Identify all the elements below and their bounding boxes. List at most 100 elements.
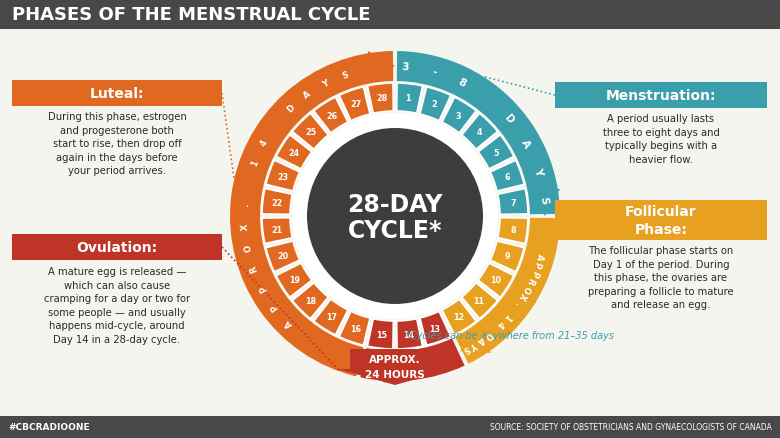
Text: D: D <box>502 113 516 126</box>
Text: Y: Y <box>321 78 331 89</box>
Circle shape <box>292 114 498 319</box>
FancyBboxPatch shape <box>0 0 780 30</box>
Text: O: O <box>521 283 532 293</box>
Text: *Cycles can be anywhere from 21–35 days: *Cycles can be anywhere from 21–35 days <box>406 330 615 340</box>
Text: S: S <box>539 195 549 204</box>
Text: O: O <box>243 243 254 252</box>
Text: 13: 13 <box>429 324 440 333</box>
Text: S: S <box>341 70 349 81</box>
Text: 3: 3 <box>456 112 461 120</box>
Text: R: R <box>249 264 260 273</box>
Text: R: R <box>525 276 536 286</box>
Wedge shape <box>420 311 451 346</box>
Text: 25: 25 <box>305 128 317 137</box>
Text: A: A <box>534 252 544 261</box>
Text: 24 HOURS: 24 HOURS <box>365 369 425 379</box>
Text: 19: 19 <box>289 275 300 284</box>
Text: 1: 1 <box>250 158 261 167</box>
Text: 14: 14 <box>402 330 414 339</box>
Circle shape <box>307 129 483 304</box>
Text: 23: 23 <box>277 173 289 182</box>
Text: During this phase, estrogen
and progesterone both
start to rise, then drop off
a: During this phase, estrogen and progeste… <box>48 112 186 176</box>
Text: 20: 20 <box>277 251 289 260</box>
Wedge shape <box>462 114 498 150</box>
Text: 27: 27 <box>350 100 361 109</box>
Text: 26: 26 <box>326 112 337 120</box>
Text: 28: 28 <box>376 94 388 103</box>
Text: #CBCRADIOONE: #CBCRADIOONE <box>8 423 90 431</box>
Text: D: D <box>482 328 493 340</box>
Text: P: P <box>532 260 542 269</box>
Text: 8: 8 <box>510 225 516 234</box>
Wedge shape <box>478 135 514 170</box>
Wedge shape <box>478 263 514 297</box>
Text: Menstruation:: Menstruation: <box>606 89 716 103</box>
Text: The follicular phase starts on
Day 1 of the period. During
this phase, the ovari: The follicular phase starts on Day 1 of … <box>588 245 734 310</box>
Wedge shape <box>292 283 328 319</box>
Text: D: D <box>285 103 296 115</box>
Text: 2: 2 <box>431 100 437 109</box>
FancyBboxPatch shape <box>12 81 222 107</box>
Text: P: P <box>257 283 268 293</box>
Text: S: S <box>461 343 471 353</box>
Wedge shape <box>442 300 477 335</box>
Wedge shape <box>276 263 312 297</box>
Text: A: A <box>302 90 313 101</box>
Text: X: X <box>516 290 528 301</box>
Wedge shape <box>266 241 300 272</box>
Polygon shape <box>368 52 395 82</box>
Wedge shape <box>339 88 370 121</box>
Text: A mature egg is released —
which can also cause
cramping for a day or two for
so: A mature egg is released — which can als… <box>44 266 190 344</box>
Wedge shape <box>397 52 560 215</box>
Text: 17: 17 <box>326 313 337 321</box>
Wedge shape <box>498 189 528 215</box>
Wedge shape <box>397 84 423 114</box>
Wedge shape <box>292 114 328 150</box>
Text: Follicular
Phase:: Follicular Phase: <box>626 205 697 236</box>
Polygon shape <box>338 349 452 385</box>
Text: Ovulation:: Ovulation: <box>76 240 158 254</box>
Text: Luteal:: Luteal: <box>90 87 144 101</box>
FancyBboxPatch shape <box>555 201 767 240</box>
Text: 11: 11 <box>473 296 484 305</box>
Text: A: A <box>476 334 486 345</box>
Wedge shape <box>314 300 348 335</box>
Polygon shape <box>362 354 392 383</box>
Text: PHASES OF THE MENSTRUAL CYCLE: PHASES OF THE MENSTRUAL CYCLE <box>12 6 370 24</box>
Text: .: . <box>241 202 250 206</box>
Text: A: A <box>519 138 532 149</box>
Wedge shape <box>420 88 451 121</box>
Text: 21: 21 <box>271 225 282 234</box>
Text: A: A <box>283 317 294 328</box>
Text: 9: 9 <box>505 251 510 260</box>
Wedge shape <box>462 283 498 319</box>
Wedge shape <box>367 84 393 114</box>
Text: Y: Y <box>469 339 478 350</box>
Text: 7: 7 <box>510 199 516 208</box>
Text: 6: 6 <box>505 173 510 182</box>
Text: P: P <box>529 268 539 277</box>
Text: SOURCE: SOCIETY OF OBSTETRICIANS AND GYNAECOLOGISTS OF CANADA: SOURCE: SOCIETY OF OBSTETRICIANS AND GYN… <box>490 423 772 431</box>
Wedge shape <box>360 339 465 381</box>
Wedge shape <box>314 98 348 134</box>
Text: 1: 1 <box>406 94 411 103</box>
Text: 22: 22 <box>271 199 282 208</box>
Text: 3: 3 <box>401 62 409 72</box>
Text: 15: 15 <box>376 330 387 339</box>
FancyBboxPatch shape <box>555 83 767 109</box>
Text: 4: 4 <box>495 318 506 328</box>
Wedge shape <box>397 319 423 349</box>
Text: 24: 24 <box>289 149 300 158</box>
Text: A period usually lasts
three to eight days and
typically begins with a
heavier f: A period usually lasts three to eight da… <box>603 114 719 164</box>
FancyBboxPatch shape <box>0 416 780 438</box>
Text: Y: Y <box>532 166 544 176</box>
Wedge shape <box>491 161 524 191</box>
Text: 4: 4 <box>477 128 482 137</box>
Text: 18: 18 <box>305 296 317 305</box>
Polygon shape <box>530 190 560 216</box>
Text: X: X <box>240 223 250 230</box>
Text: 5: 5 <box>493 149 498 158</box>
Wedge shape <box>262 189 292 215</box>
Polygon shape <box>460 326 491 353</box>
Text: 1: 1 <box>502 311 512 321</box>
